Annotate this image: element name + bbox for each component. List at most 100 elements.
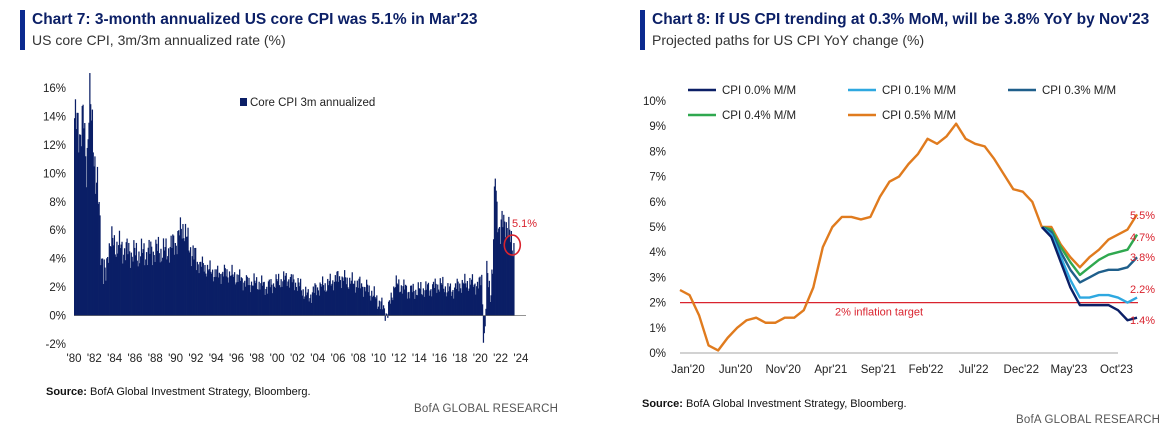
data-bar <box>162 257 164 316</box>
data-bar <box>366 279 368 316</box>
data-bar <box>371 297 374 316</box>
data-bar <box>353 283 355 316</box>
y-tick-label: 2% <box>649 298 666 310</box>
data-bar <box>93 166 95 316</box>
data-bar <box>195 270 198 316</box>
y-tick-label: 14% <box>43 111 66 123</box>
data-bar <box>337 271 339 316</box>
data-bar <box>221 273 223 316</box>
data-bar <box>178 235 181 316</box>
data-bar <box>254 280 256 316</box>
data-bar <box>368 285 370 316</box>
data-bar <box>80 146 83 316</box>
data-bar <box>412 283 414 316</box>
data-bar <box>464 273 466 316</box>
data-bar <box>344 270 346 316</box>
data-bar <box>498 228 500 316</box>
data-bar <box>291 282 293 316</box>
y-tick-label: 9% <box>649 121 666 133</box>
data-bar <box>160 248 162 316</box>
data-bar <box>333 281 336 316</box>
data-bar <box>265 289 267 316</box>
data-bar <box>236 274 238 316</box>
data-bar <box>448 291 450 316</box>
data-bar <box>409 298 411 316</box>
data-bar <box>202 263 204 316</box>
data-bar <box>251 285 253 316</box>
data-bar <box>123 248 126 316</box>
data-bar <box>486 260 488 316</box>
data-bar <box>174 243 176 316</box>
data-bar <box>481 274 483 316</box>
data-bar <box>175 245 177 316</box>
data-bar <box>185 236 187 316</box>
data-bar <box>315 284 317 316</box>
data-bar <box>161 261 163 316</box>
data-bar <box>321 286 323 316</box>
data-bar <box>126 238 128 316</box>
data-bar <box>260 283 262 316</box>
x-tick-label: '06 <box>331 353 346 365</box>
data-bar <box>113 235 116 316</box>
data-bar <box>513 243 515 316</box>
data-bar <box>299 286 301 316</box>
bar-chart: 16% 14% 12% 10% 8% 6% 4% 2% 0% -2%'80 '82 '84 '86 '88… <box>43 73 537 365</box>
data-bar <box>306 292 309 316</box>
y-tick-label: 7% <box>649 172 666 184</box>
data-bar <box>506 227 508 316</box>
x-tick-label: '80 <box>67 353 82 365</box>
data-bar <box>127 254 129 316</box>
data-bar <box>447 283 449 316</box>
data-bar <box>191 256 193 316</box>
data-bar <box>267 281 270 316</box>
data-bar <box>270 279 272 316</box>
data-bar <box>184 223 187 316</box>
data-bar <box>96 166 99 316</box>
data-bar <box>355 292 357 316</box>
data-bar <box>168 262 171 316</box>
data-bar <box>105 280 107 316</box>
data-bar <box>112 245 115 316</box>
data-bar <box>253 273 255 316</box>
x-tick-label: Jan'20 <box>671 364 705 376</box>
data-bar <box>229 276 231 316</box>
data-bar <box>147 247 149 316</box>
data-bar <box>167 256 169 316</box>
brand-label: BofA GLOBAL RESEARCH <box>1016 414 1161 426</box>
data-bar <box>293 279 295 316</box>
data-bar <box>74 118 76 316</box>
data-bar <box>364 287 366 316</box>
data-bar <box>211 269 214 316</box>
data-bar <box>505 222 507 316</box>
data-bar <box>508 216 510 316</box>
data-bar <box>294 282 297 316</box>
data-bar <box>463 283 465 316</box>
data-bar <box>403 279 405 316</box>
data-bar <box>95 193 97 316</box>
data-bar <box>507 235 509 316</box>
data-bar <box>339 280 342 316</box>
data-bar <box>303 298 305 316</box>
data-bar <box>417 282 419 316</box>
data-bar <box>206 276 208 316</box>
data-bar <box>186 236 188 316</box>
data-bar <box>366 284 369 316</box>
data-bar <box>404 284 407 316</box>
data-bar <box>342 277 344 316</box>
y-tick-label: 10% <box>43 168 66 180</box>
data-bar <box>148 239 150 316</box>
x-tick-label: Dec'22 <box>1004 364 1039 376</box>
chart-subtitle: Projected paths for US CPI YoY change (%… <box>652 32 925 48</box>
x-tick-label: Feb'22 <box>909 364 944 376</box>
data-bar <box>239 269 241 316</box>
data-bar <box>349 283 352 316</box>
data-bar <box>493 186 496 316</box>
data-bar <box>152 251 154 316</box>
source-note: Source: BofA Global Investment Strategy,… <box>642 398 907 410</box>
data-bar <box>145 259 147 316</box>
data-bar <box>453 298 455 316</box>
data-bar <box>401 293 403 316</box>
data-bar <box>380 301 382 316</box>
data-bar <box>430 289 432 316</box>
data-bar <box>438 291 441 316</box>
